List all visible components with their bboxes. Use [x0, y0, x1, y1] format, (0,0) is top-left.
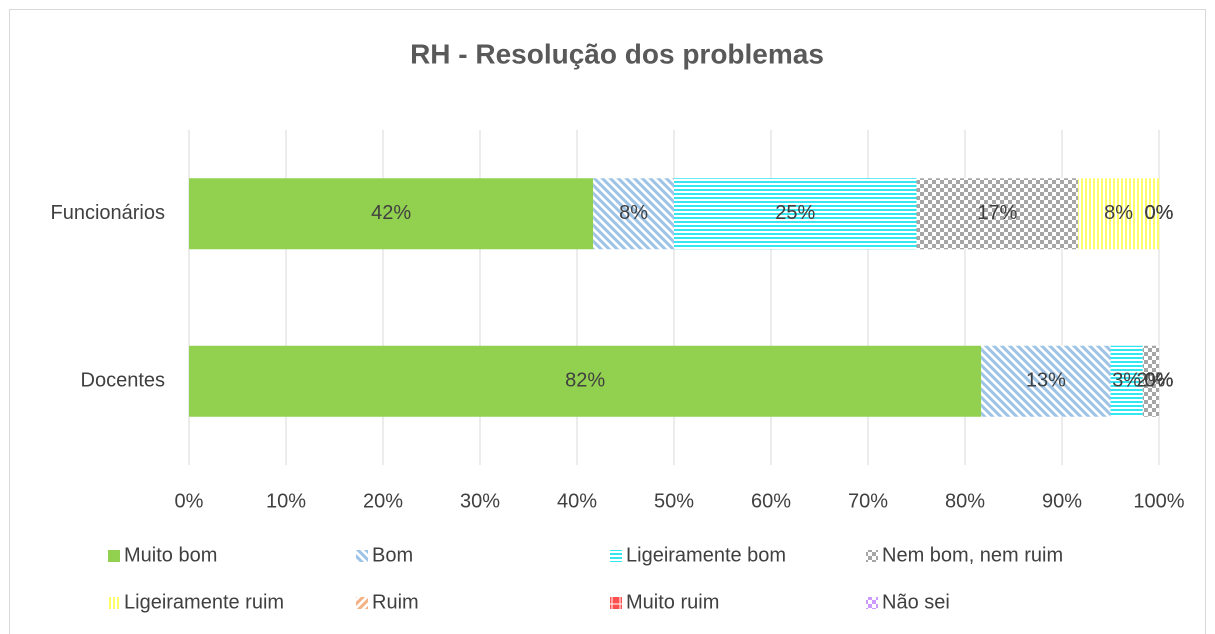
data-label: 0% — [1145, 370, 1174, 392]
x-tick-label: 90% — [1042, 490, 1082, 512]
bar-segment — [1142, 345, 1159, 417]
y-tick-label: Docentes — [81, 370, 166, 392]
data-label: 0% — [1145, 370, 1174, 392]
bar-segment — [1110, 345, 1143, 417]
x-tick-label: 80% — [945, 490, 985, 512]
data-label: 0% — [1145, 370, 1174, 392]
x-tick-label: 60% — [751, 490, 791, 512]
x-tick-label: 0% — [175, 490, 204, 512]
x-tick-label: 100% — [1133, 490, 1184, 512]
bar-segment — [1078, 178, 1159, 250]
legend-marker — [866, 550, 878, 562]
bar-segment — [189, 178, 594, 250]
data-label: 13% — [1026, 370, 1066, 392]
legend-label: Ligeiramente ruim — [124, 591, 284, 613]
x-tick-label: 10% — [266, 490, 306, 512]
legend-label: Bom — [372, 544, 413, 566]
x-tick-label: 50% — [654, 490, 694, 512]
bar-segment — [593, 178, 674, 250]
chart-frame — [9, 9, 1206, 634]
legend-label: Muito bom — [124, 544, 217, 566]
legend-marker — [866, 597, 878, 609]
legend-label: Nem bom, nem ruim — [882, 544, 1063, 566]
legend-marker — [610, 597, 622, 609]
legend-marker — [108, 550, 120, 562]
legend-marker — [610, 550, 622, 562]
data-label: 0% — [1145, 202, 1174, 224]
bar-segment — [916, 178, 1079, 250]
legend-label: Não sei — [882, 591, 950, 613]
bar-segment — [981, 345, 1111, 417]
data-label: 42% — [371, 202, 411, 224]
data-label: 25% — [775, 202, 815, 224]
legend-label: Ligeiramente bom — [626, 544, 786, 566]
data-label: 8% — [1104, 202, 1133, 224]
data-label: 0% — [1145, 202, 1174, 224]
data-label: 0% — [1145, 202, 1174, 224]
data-label: 2% — [1136, 370, 1165, 392]
data-label: 3% — [1112, 370, 1141, 392]
data-label: 17% — [977, 202, 1017, 224]
legend-label: Muito ruim — [626, 591, 719, 613]
x-tick-label: 40% — [557, 490, 597, 512]
x-tick-label: 30% — [460, 490, 500, 512]
x-tick-label: 70% — [848, 490, 888, 512]
x-tick-label: 20% — [363, 490, 403, 512]
legend-marker — [356, 597, 368, 609]
legend-marker — [356, 550, 368, 562]
chart-title: RH - Resolução dos problemas — [410, 38, 824, 69]
bar-segment — [189, 345, 982, 417]
legend-marker — [108, 597, 120, 609]
legend-label: Ruim — [372, 591, 419, 613]
data-label: 0% — [1145, 370, 1174, 392]
bar-segment — [674, 178, 917, 250]
data-label: 82% — [565, 370, 605, 392]
data-label: 8% — [619, 202, 648, 224]
y-tick-label: Funcionários — [50, 202, 165, 224]
